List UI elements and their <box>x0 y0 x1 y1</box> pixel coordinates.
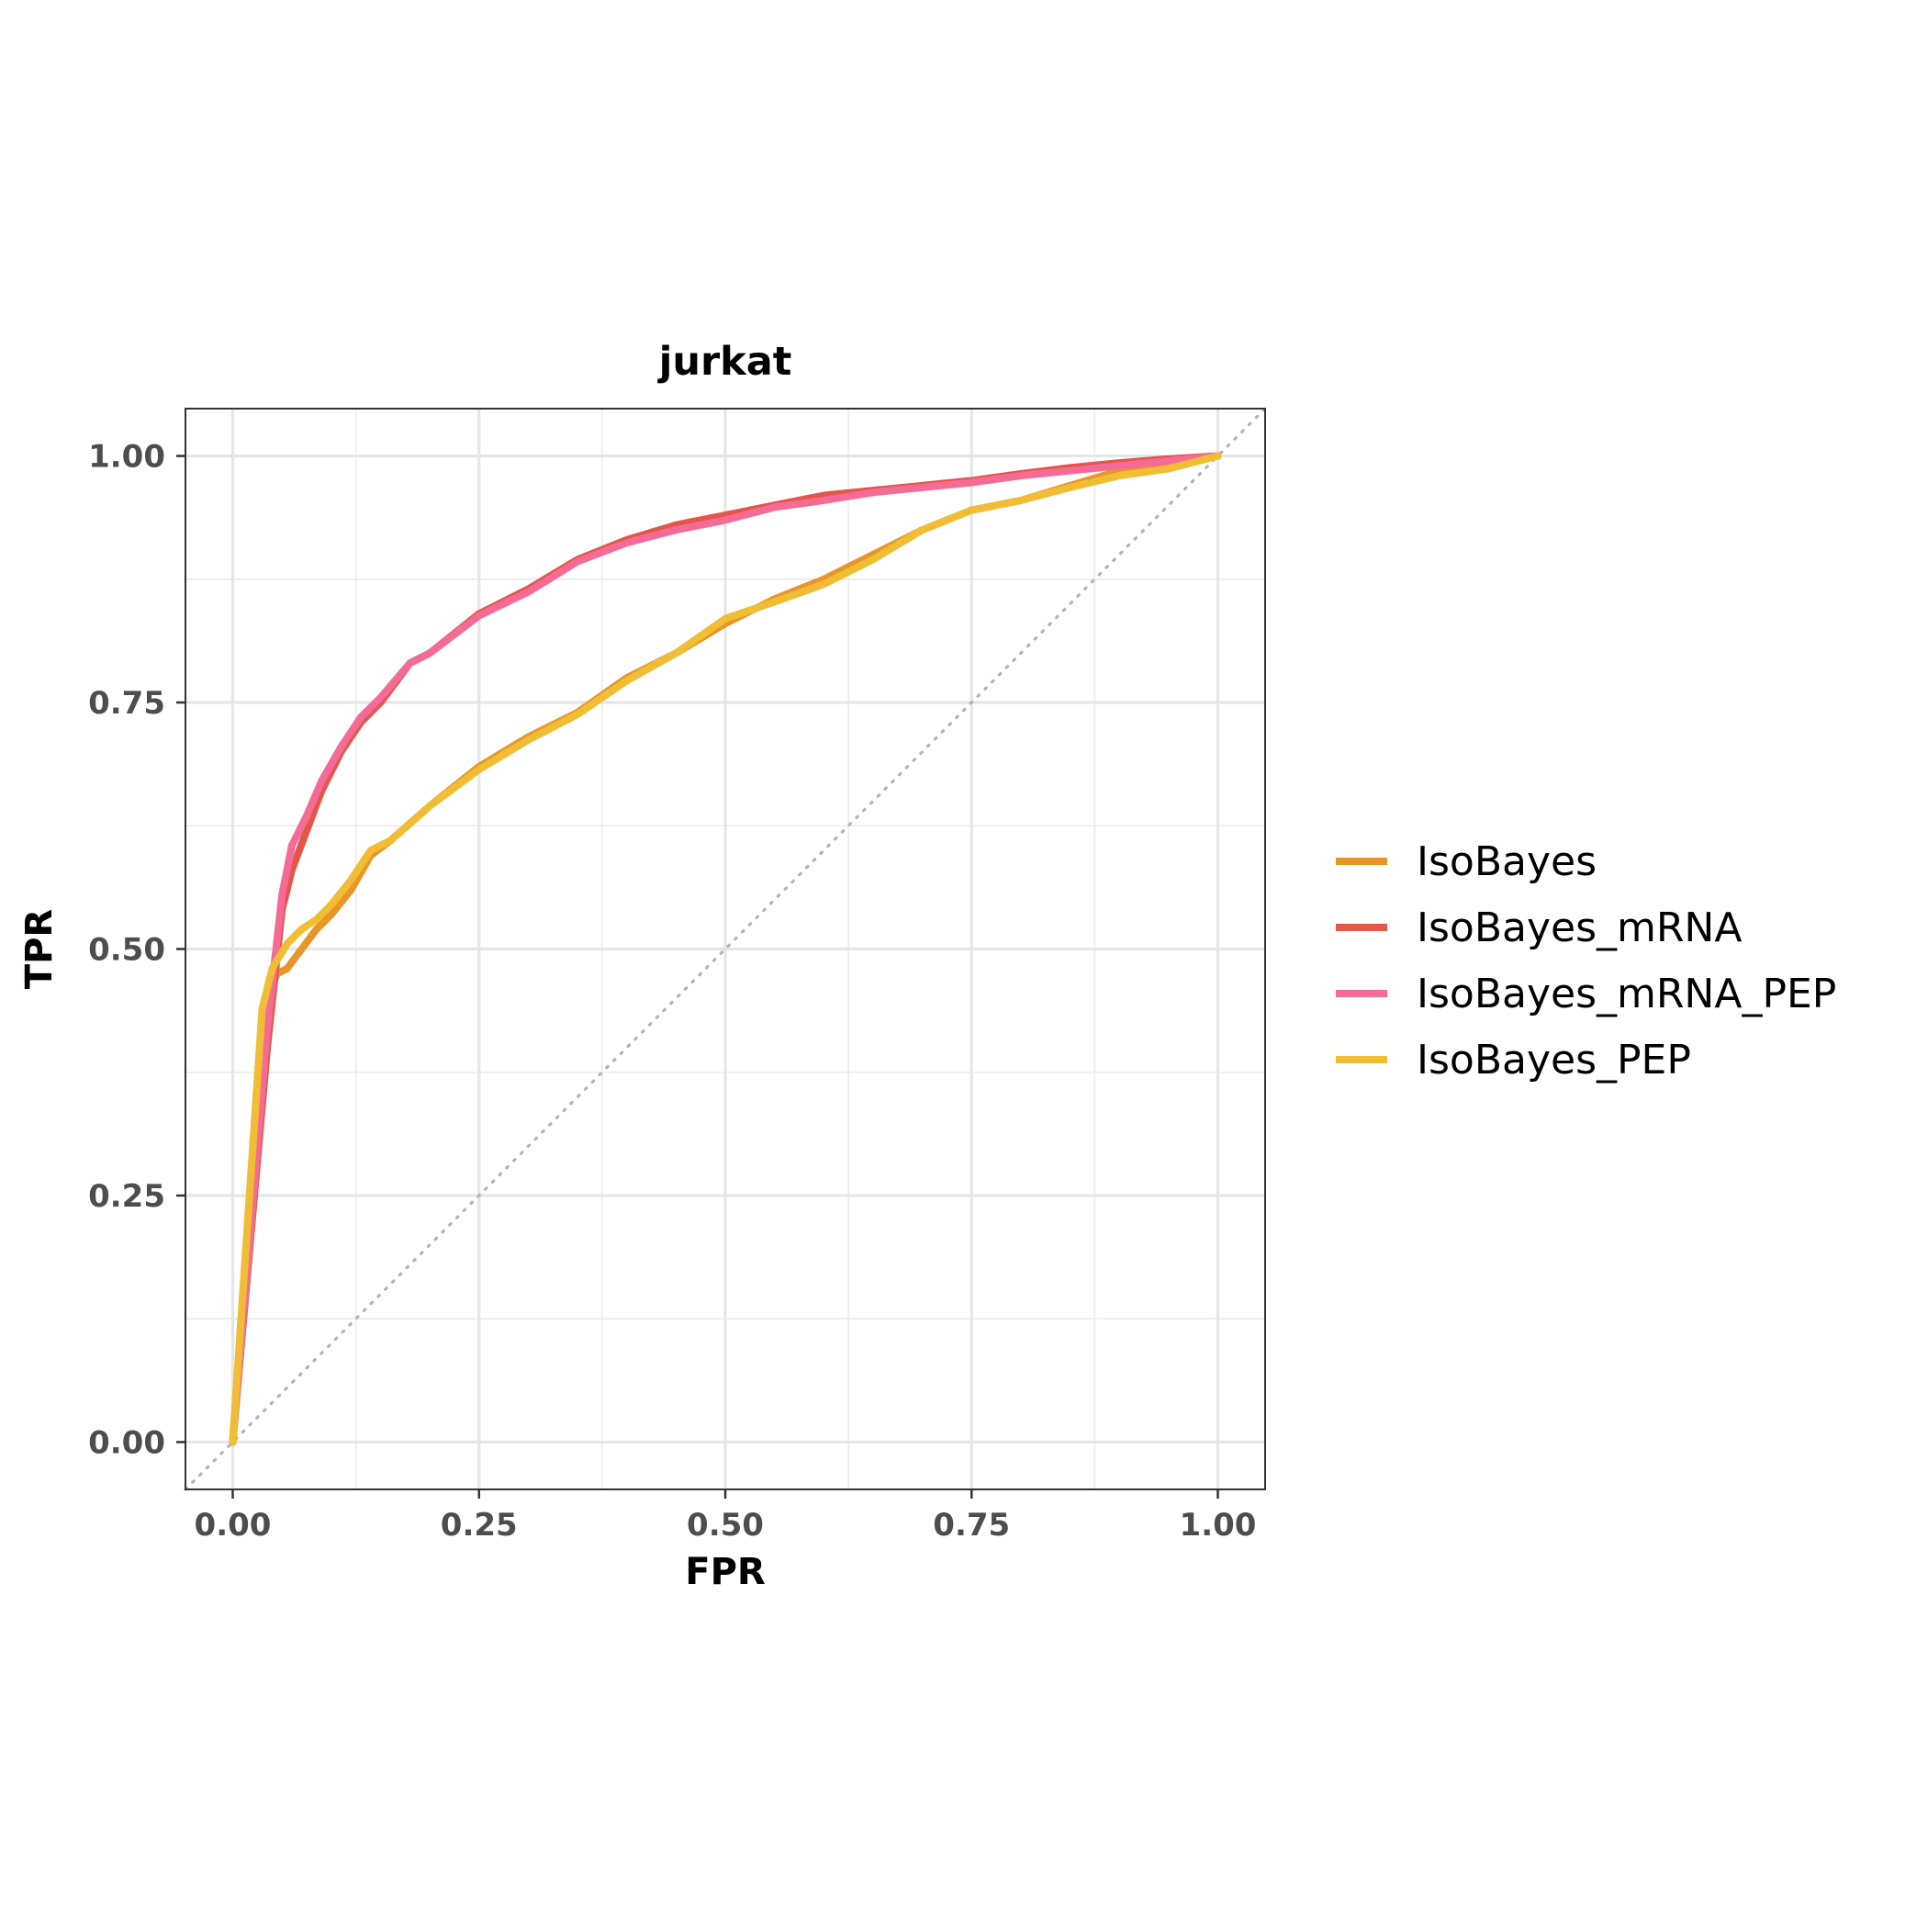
legend-item: IsoBayes_mRNA <box>1336 904 1742 951</box>
x-tick-label: 0.75 <box>933 1507 1010 1544</box>
axis-ticks: 0.00 0.25 0.50 0.75 1.00 0.00 0.25 0.50 0.75 1.00 <box>88 439 1256 1544</box>
diagonal-line <box>184 407 1267 1491</box>
y-axis-title: TPR <box>18 909 61 989</box>
legend-item: IsoBayes <box>1336 838 1597 885</box>
legend-label: IsoBayes_mRNA_PEP <box>1417 971 1836 1017</box>
legend: IsoBayes IsoBayes_mRNA IsoBayes_mRNA_PEP Is… <box>1336 838 1836 1084</box>
y-tick-label: 0.50 <box>88 932 165 969</box>
series-line-isobayes-pep <box>229 452 1222 1446</box>
chart-title: jurkat <box>657 339 792 385</box>
legend-label: IsoBayes <box>1417 838 1597 885</box>
y-tick-label: 1.00 <box>88 439 165 476</box>
y-tick-label: 0.00 <box>88 1424 165 1461</box>
x-axis-title: FPR <box>685 1551 765 1593</box>
y-tick-label: 0.75 <box>88 685 165 722</box>
legend-label: IsoBayes_mRNA <box>1417 904 1742 951</box>
x-tick-label: 1.00 <box>1180 1507 1257 1544</box>
series-line-isobayes-mrna-pep <box>229 452 1222 1446</box>
diagonal-reference <box>184 407 1267 1491</box>
x-tick-label: 0.50 <box>687 1507 764 1544</box>
legend-item: IsoBayes_mRNA_PEP <box>1336 971 1836 1017</box>
x-tick-label: 0.00 <box>195 1507 272 1544</box>
grid <box>185 409 1265 1489</box>
y-tick-label: 0.25 <box>88 1178 165 1215</box>
legend-item: IsoBayes_PEP <box>1336 1037 1691 1084</box>
series-lines <box>229 452 1222 1446</box>
legend-label: IsoBayes_PEP <box>1417 1037 1691 1084</box>
x-tick-label: 0.25 <box>441 1507 518 1544</box>
